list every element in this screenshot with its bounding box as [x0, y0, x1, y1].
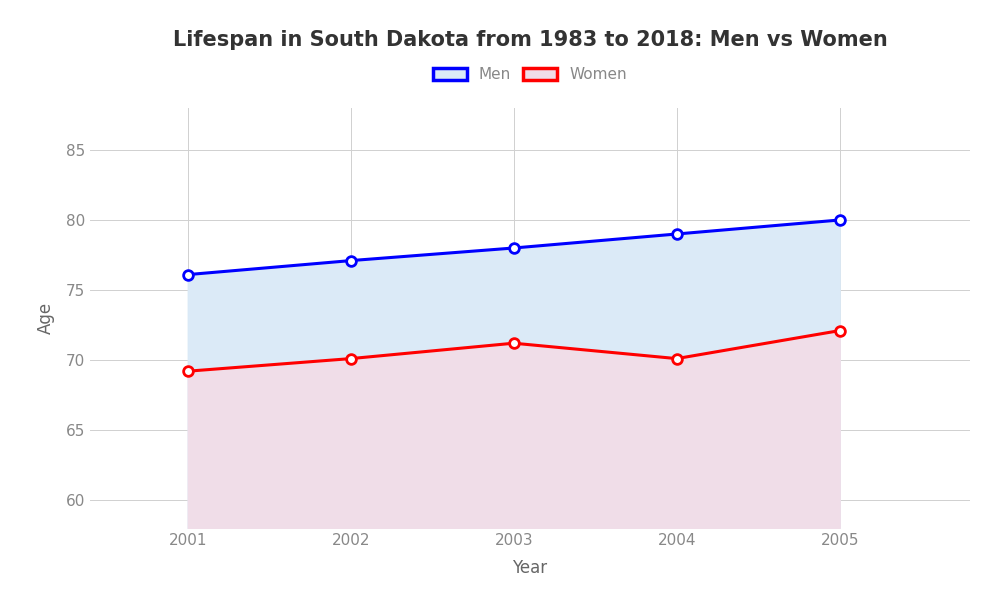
X-axis label: Year: Year: [512, 559, 548, 577]
Y-axis label: Age: Age: [37, 302, 55, 334]
Legend: Men, Women: Men, Women: [427, 61, 633, 88]
Title: Lifespan in South Dakota from 1983 to 2018: Men vs Women: Lifespan in South Dakota from 1983 to 20…: [173, 29, 887, 49]
